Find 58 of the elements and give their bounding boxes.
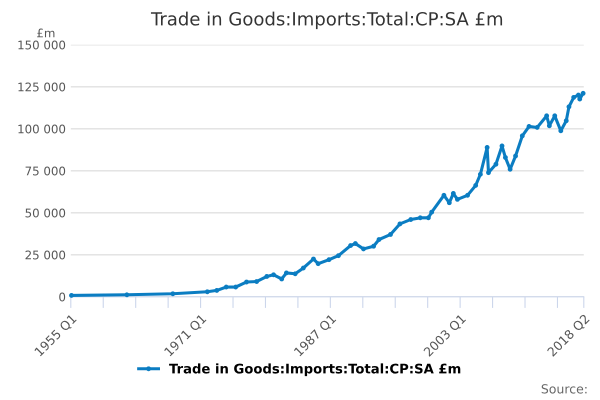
point xyxy=(264,274,270,279)
point xyxy=(520,133,525,138)
y-axis-title: £m xyxy=(37,28,54,38)
point xyxy=(233,284,238,290)
point xyxy=(513,154,518,158)
point xyxy=(311,256,316,262)
point xyxy=(473,182,478,188)
point xyxy=(465,192,470,198)
legend-label: Trade in Goods:Imports:Total:CP:SA £m xyxy=(169,363,460,376)
point xyxy=(279,276,284,282)
point xyxy=(124,292,130,298)
y-tick-label: 150 000 xyxy=(18,40,66,50)
point xyxy=(244,280,249,284)
y-tick-label: 0 xyxy=(59,292,66,302)
point xyxy=(576,92,581,98)
point xyxy=(429,210,434,215)
y-tick-label: 100 000 xyxy=(18,124,66,134)
point xyxy=(326,257,332,262)
point xyxy=(388,232,393,237)
point xyxy=(224,284,229,290)
source-note: Source: xyxy=(542,384,587,394)
point xyxy=(371,244,376,249)
chart-title: Trade in Goods:Imports:Total:CP:SA £m xyxy=(150,12,502,30)
point xyxy=(534,125,540,130)
y-tick-label: 25 000 xyxy=(25,250,66,260)
point xyxy=(254,279,260,284)
point xyxy=(214,288,220,293)
point xyxy=(408,217,414,222)
point xyxy=(271,272,276,278)
point xyxy=(426,215,431,220)
point xyxy=(292,271,298,276)
point xyxy=(69,293,74,298)
point xyxy=(300,266,306,271)
y-tick-label: 75 000 xyxy=(26,166,66,176)
point xyxy=(526,124,532,129)
point xyxy=(398,221,402,226)
point xyxy=(352,241,358,246)
point xyxy=(454,196,460,202)
point xyxy=(204,289,210,294)
point xyxy=(478,172,483,177)
point xyxy=(361,246,366,252)
point xyxy=(418,215,423,220)
point xyxy=(316,261,321,266)
point xyxy=(284,270,289,276)
point xyxy=(571,94,576,100)
point xyxy=(336,253,341,258)
point xyxy=(566,104,572,110)
point xyxy=(348,243,354,248)
point xyxy=(376,237,382,242)
point xyxy=(493,162,498,167)
point xyxy=(486,170,491,176)
point xyxy=(564,118,569,124)
point xyxy=(484,145,490,150)
point xyxy=(502,155,508,160)
y-tick-label: 50 000 xyxy=(26,208,66,218)
y-tick-label: 125 000 xyxy=(18,82,66,92)
point xyxy=(170,291,176,296)
point xyxy=(580,90,586,96)
